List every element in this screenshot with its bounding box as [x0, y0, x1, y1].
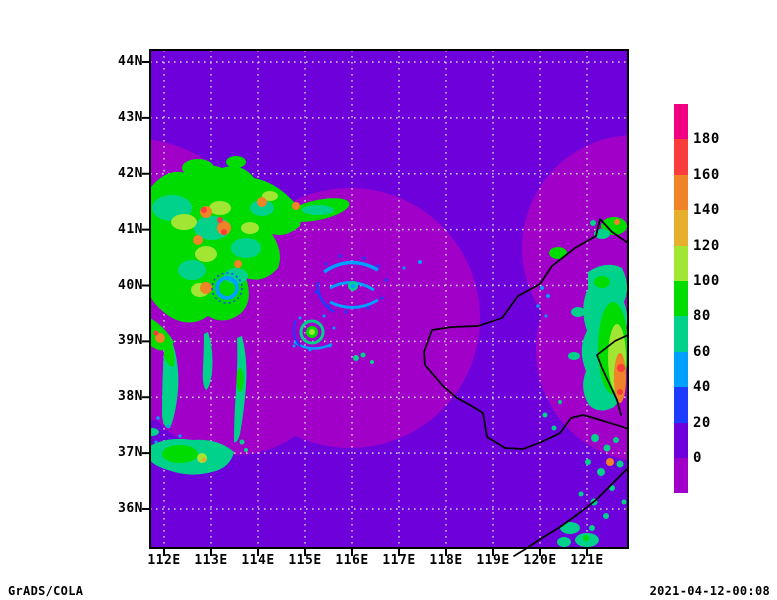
axis-ticks [142, 61, 588, 556]
y-axis-label: 36N [118, 501, 143, 516]
x-axis-label: 117E [382, 553, 416, 568]
y-axis-label: 40N [118, 277, 143, 293]
x-axis-label: 113E [194, 553, 228, 568]
y-axis-label: 44N [118, 54, 143, 69]
x-axis-label: 118E [429, 553, 463, 568]
y-axis-label: 39N [118, 333, 143, 349]
colorbar-tick-label: 140 [693, 202, 720, 219]
colorbar-tick-label: 40 [693, 379, 711, 396]
y-axis-label: 42N [118, 165, 143, 181]
y-axis-label: 38N [118, 389, 143, 405]
x-axis-label: 114E [241, 553, 275, 568]
timestamp: 2021-04-12-00:08 [649, 584, 770, 598]
colorbar-segment [674, 351, 688, 388]
x-axis-label: 120E [523, 553, 557, 568]
y-axis-label: 43N [118, 109, 143, 125]
coastlines [423, 218, 629, 557]
y-axis-label: 41N [118, 221, 143, 237]
grads-credit: GrADS/COLA [8, 584, 84, 598]
colorbar-segment [674, 210, 688, 246]
colorbar-segment [674, 245, 688, 281]
colorbar-tick-label: 20 [693, 414, 711, 431]
colorbar-tick-label: 80 [693, 308, 711, 325]
colorbar-segment [674, 139, 688, 175]
coastline-bohai [423, 218, 629, 450]
colorbar-tick-label: 60 [693, 343, 711, 360]
colorbar-tick-label: 100 [693, 273, 720, 289]
colorbar-tick-label: 160 [693, 166, 720, 183]
radar-echoes [150, 156, 628, 547]
colorbar [674, 104, 688, 494]
x-axis-label: 112E [147, 553, 181, 568]
colorbar-segment [674, 316, 688, 352]
x-axis-label: 115E [288, 553, 322, 568]
x-axis-label: 119E [476, 553, 510, 568]
colorbar-segment [674, 174, 688, 211]
coastline-south [513, 467, 629, 557]
coastline-peninsula [596, 334, 629, 416]
x-axis-label: 116E [335, 553, 369, 568]
colorbar-segment [674, 457, 688, 494]
colorbar-segment [674, 387, 688, 423]
y-axis-label: 37N [118, 445, 143, 461]
colorbar-segment [674, 280, 688, 317]
colorbar-segment [674, 422, 688, 458]
x-axis-label: 121E [570, 553, 604, 568]
map-frame [149, 49, 629, 549]
colorbar-segment [674, 104, 688, 140]
colorbar-tick-label: 0 [693, 450, 702, 466]
radar-map [142, 49, 629, 557]
colorbar-tick-label: 120 [693, 237, 720, 254]
colorbar-tick-label: 180 [693, 131, 720, 148]
